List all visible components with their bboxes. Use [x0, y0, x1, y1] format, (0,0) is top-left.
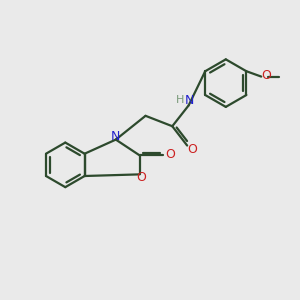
Text: N: N — [110, 130, 120, 143]
Text: O: O — [165, 148, 175, 161]
Text: H: H — [176, 95, 184, 105]
Text: N: N — [184, 94, 194, 106]
Text: O: O — [137, 171, 147, 184]
Text: O: O — [188, 142, 197, 156]
Text: O: O — [262, 69, 272, 82]
